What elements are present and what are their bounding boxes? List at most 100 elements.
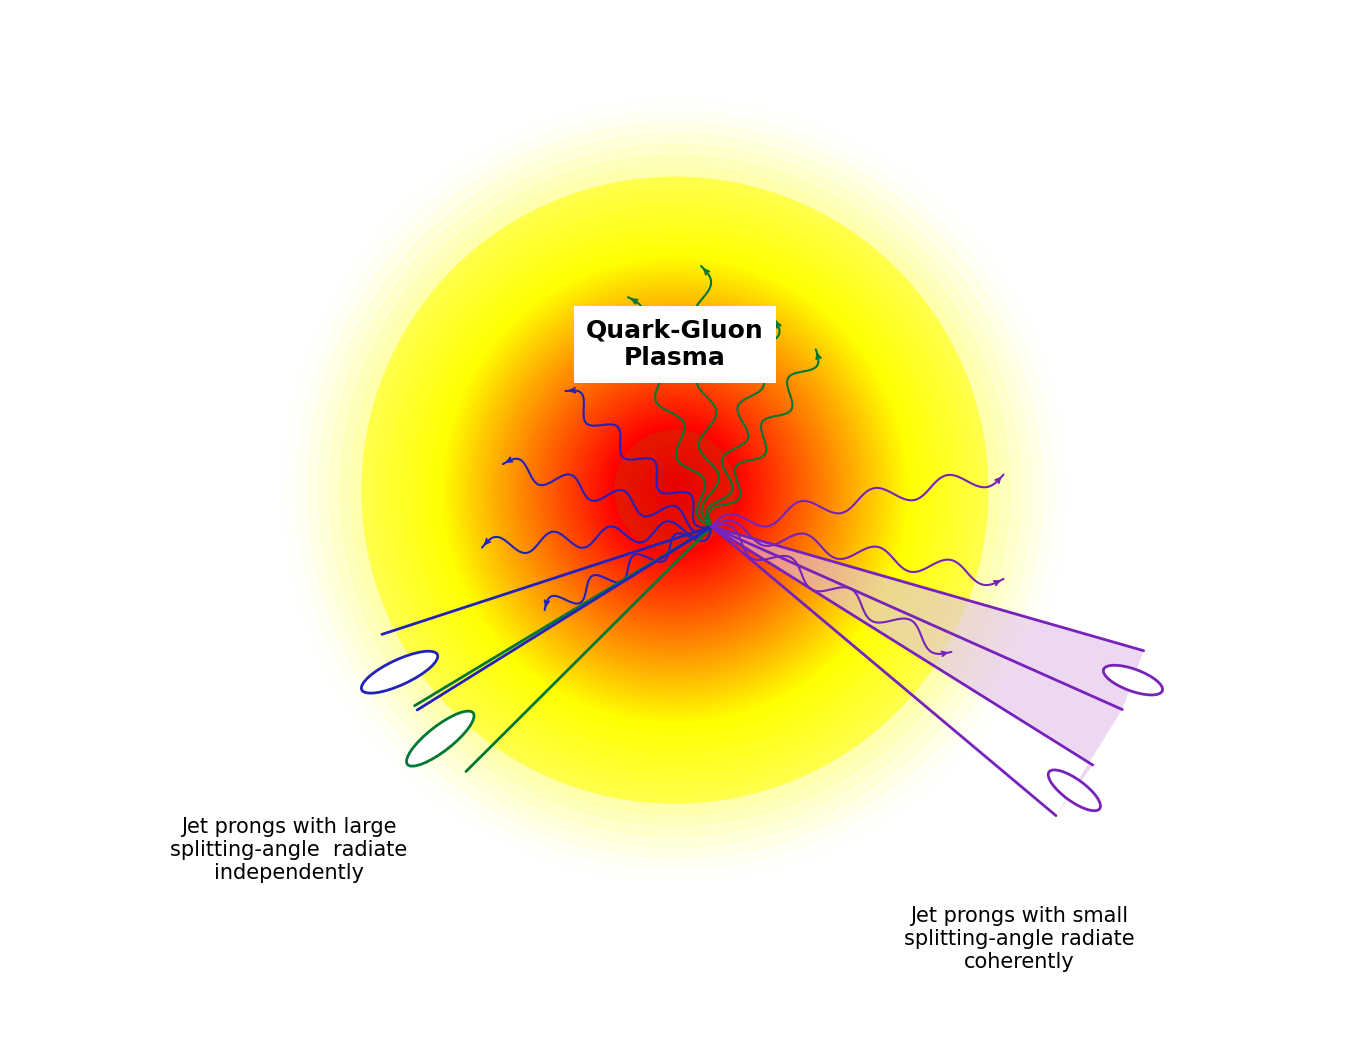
Ellipse shape bbox=[628, 443, 722, 537]
Ellipse shape bbox=[583, 398, 767, 581]
Ellipse shape bbox=[351, 167, 999, 814]
Ellipse shape bbox=[406, 711, 474, 767]
Ellipse shape bbox=[404, 219, 946, 761]
Ellipse shape bbox=[501, 315, 849, 665]
Ellipse shape bbox=[549, 365, 801, 615]
Ellipse shape bbox=[446, 261, 904, 720]
Ellipse shape bbox=[547, 362, 803, 617]
Ellipse shape bbox=[459, 273, 891, 707]
Ellipse shape bbox=[471, 287, 879, 694]
Ellipse shape bbox=[435, 250, 915, 730]
Ellipse shape bbox=[479, 294, 871, 686]
Ellipse shape bbox=[513, 329, 837, 652]
Ellipse shape bbox=[1103, 665, 1162, 695]
Ellipse shape bbox=[639, 454, 711, 527]
Ellipse shape bbox=[454, 269, 896, 711]
Ellipse shape bbox=[389, 203, 961, 777]
Ellipse shape bbox=[589, 404, 761, 576]
Ellipse shape bbox=[474, 289, 876, 690]
Ellipse shape bbox=[370, 186, 980, 795]
Ellipse shape bbox=[544, 360, 806, 621]
Ellipse shape bbox=[498, 313, 852, 668]
Ellipse shape bbox=[1048, 770, 1100, 810]
Ellipse shape bbox=[622, 438, 728, 542]
Ellipse shape bbox=[493, 308, 857, 673]
Ellipse shape bbox=[568, 383, 782, 597]
Ellipse shape bbox=[636, 451, 714, 529]
Ellipse shape bbox=[524, 339, 826, 641]
Ellipse shape bbox=[574, 388, 776, 591]
Ellipse shape bbox=[571, 386, 779, 595]
Ellipse shape bbox=[383, 198, 967, 782]
Ellipse shape bbox=[462, 276, 888, 704]
Ellipse shape bbox=[414, 229, 936, 751]
Ellipse shape bbox=[659, 475, 691, 506]
Ellipse shape bbox=[386, 200, 964, 779]
Text: Jet prongs with small
splitting-angle radiate
coherently: Jet prongs with small splitting-angle ra… bbox=[904, 905, 1134, 972]
Ellipse shape bbox=[429, 245, 921, 735]
Ellipse shape bbox=[482, 297, 868, 683]
Ellipse shape bbox=[630, 446, 720, 534]
Ellipse shape bbox=[425, 240, 925, 741]
Ellipse shape bbox=[521, 336, 829, 644]
Ellipse shape bbox=[504, 318, 846, 662]
Ellipse shape bbox=[364, 180, 986, 800]
Ellipse shape bbox=[375, 190, 975, 790]
Ellipse shape bbox=[362, 651, 437, 694]
Ellipse shape bbox=[505, 321, 845, 659]
Ellipse shape bbox=[662, 477, 688, 503]
Ellipse shape bbox=[367, 183, 983, 798]
Ellipse shape bbox=[616, 430, 734, 551]
Ellipse shape bbox=[656, 471, 694, 508]
Ellipse shape bbox=[597, 412, 753, 568]
Ellipse shape bbox=[605, 419, 745, 561]
Ellipse shape bbox=[535, 349, 815, 631]
Ellipse shape bbox=[393, 209, 957, 772]
Ellipse shape bbox=[579, 393, 771, 586]
Ellipse shape bbox=[647, 461, 703, 518]
Ellipse shape bbox=[620, 435, 730, 544]
Ellipse shape bbox=[618, 433, 732, 548]
Ellipse shape bbox=[451, 266, 899, 714]
Ellipse shape bbox=[613, 428, 737, 553]
Ellipse shape bbox=[477, 292, 873, 688]
Ellipse shape bbox=[401, 216, 949, 763]
Ellipse shape bbox=[466, 282, 884, 699]
Ellipse shape bbox=[396, 211, 954, 769]
Ellipse shape bbox=[591, 407, 759, 574]
Ellipse shape bbox=[409, 224, 941, 756]
Ellipse shape bbox=[576, 391, 774, 589]
Ellipse shape bbox=[362, 177, 988, 803]
Ellipse shape bbox=[644, 459, 706, 522]
Ellipse shape bbox=[670, 485, 680, 495]
Ellipse shape bbox=[398, 214, 952, 767]
Ellipse shape bbox=[566, 381, 784, 600]
Ellipse shape bbox=[417, 232, 933, 748]
Ellipse shape bbox=[308, 123, 1042, 857]
Text: Jet prongs with large
splitting-angle  radiate
independently: Jet prongs with large splitting-angle ra… bbox=[170, 817, 408, 883]
Ellipse shape bbox=[529, 344, 821, 636]
Ellipse shape bbox=[586, 402, 764, 579]
Ellipse shape bbox=[602, 417, 748, 563]
Ellipse shape bbox=[594, 409, 756, 571]
Ellipse shape bbox=[526, 342, 824, 638]
Ellipse shape bbox=[580, 396, 770, 584]
Ellipse shape bbox=[541, 357, 809, 623]
Ellipse shape bbox=[532, 346, 818, 633]
Ellipse shape bbox=[655, 469, 695, 511]
Ellipse shape bbox=[487, 302, 863, 678]
Ellipse shape bbox=[672, 488, 678, 492]
Ellipse shape bbox=[464, 278, 886, 701]
Ellipse shape bbox=[428, 243, 922, 737]
Ellipse shape bbox=[456, 271, 894, 709]
Ellipse shape bbox=[508, 323, 842, 657]
Ellipse shape bbox=[555, 370, 795, 610]
Polygon shape bbox=[711, 527, 1143, 816]
Ellipse shape bbox=[378, 193, 972, 787]
Ellipse shape bbox=[563, 378, 787, 602]
Ellipse shape bbox=[390, 207, 960, 774]
Ellipse shape bbox=[610, 426, 740, 555]
Ellipse shape bbox=[633, 448, 717, 532]
Ellipse shape bbox=[485, 300, 865, 680]
Ellipse shape bbox=[537, 353, 813, 628]
